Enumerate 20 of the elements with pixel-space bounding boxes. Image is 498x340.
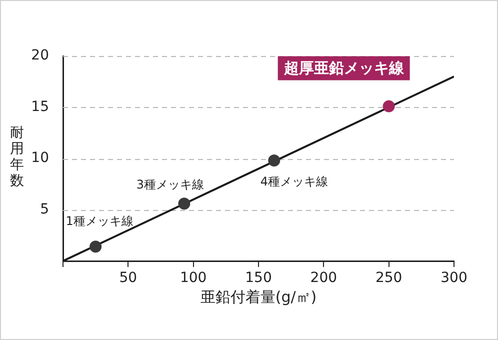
annotation: 超厚亜鉛メッキ線	[282, 59, 405, 78]
x-tick-label: 250	[375, 270, 402, 286]
point	[90, 240, 102, 253]
annotation: 1種メッキ線	[66, 214, 134, 228]
point	[268, 154, 280, 167]
x-tick-label: 100	[180, 270, 207, 286]
point	[178, 198, 190, 210]
y-tick-label: 20	[31, 48, 49, 64]
x-tick-label: 200	[310, 270, 338, 286]
y-tick-label: 10	[31, 150, 49, 166]
x-tick-label: 150	[245, 270, 272, 286]
x-tick-label: 50	[119, 270, 138, 286]
x-axis-title: 亜鉛付着量(g/㎡)	[200, 288, 317, 306]
y-tick-label: 5	[40, 201, 49, 218]
annotation: 3種メッキ線	[136, 178, 204, 192]
annotation: 4種メッキ線	[260, 174, 328, 189]
point	[382, 100, 395, 112]
y-axis-title: 耐用年数	[9, 125, 25, 189]
y-tick-label: 15	[31, 98, 49, 115]
x-tick-label: 300	[440, 270, 468, 286]
